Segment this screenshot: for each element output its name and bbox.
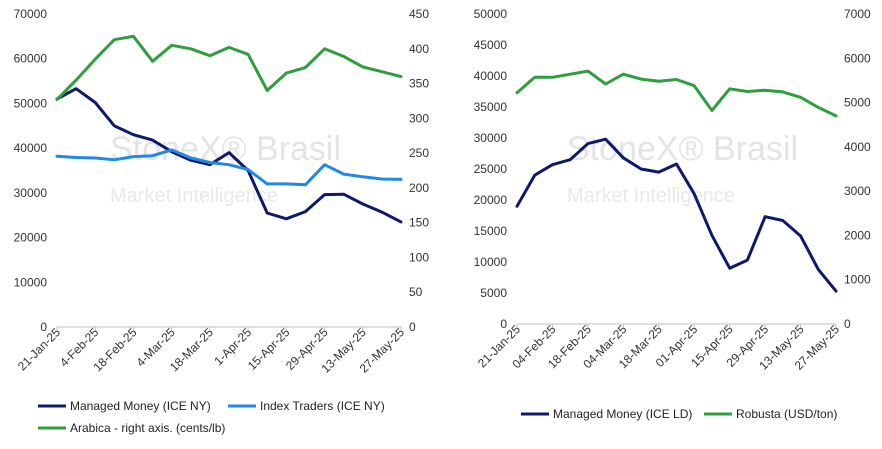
y-left-tick-label: 45000 bbox=[474, 38, 508, 52]
legend-item: Managed Money (ICE LD) bbox=[521, 407, 692, 421]
y-left-tick-label: 35000 bbox=[474, 100, 508, 114]
y-right-tick-label: 350 bbox=[409, 77, 429, 91]
y-left-tick-label: 0 bbox=[500, 317, 507, 331]
legend-label: Managed Money (ICE NY) bbox=[70, 399, 211, 413]
series-line-3 bbox=[55, 34, 403, 102]
y-left-tick-label: 50000 bbox=[14, 96, 48, 110]
y-right-tick-label: 150 bbox=[409, 216, 429, 230]
y-right-tick-label: 6000 bbox=[844, 51, 871, 65]
x-tick-label: 21-Jan-25 bbox=[15, 325, 63, 373]
legend-label: Managed Money (ICE LD) bbox=[553, 407, 692, 421]
legend-label: Arabica - right axis. (cents/lb) bbox=[70, 421, 225, 435]
y-right-tick-label: 7000 bbox=[844, 7, 871, 21]
series-line-2 bbox=[515, 69, 838, 118]
y-right-tick-label: 2000 bbox=[844, 228, 871, 242]
watermark-right: StoneX® Brasil Market Intelligence bbox=[567, 130, 798, 207]
y-left-tick-label: 40000 bbox=[14, 141, 48, 155]
y-left-tick-label: 5000 bbox=[480, 286, 507, 300]
y-left-tick-label: 50000 bbox=[474, 7, 508, 21]
y-left-tick-label: 25000 bbox=[474, 162, 508, 176]
y-right-tick-label: 100 bbox=[409, 250, 429, 264]
y-left-tick-label: 30000 bbox=[474, 131, 508, 145]
y-right-tick-label: 200 bbox=[409, 181, 429, 195]
y-right-tick-label: 0 bbox=[844, 317, 851, 331]
chart-ice-london: 0500010000150002000025000300003500040000… bbox=[474, 7, 871, 421]
y-right-tick-label: 5000 bbox=[844, 96, 871, 110]
y-left-tick-label: 20000 bbox=[474, 193, 508, 207]
chart-ice-ny: 0 10000 20000 30000 40000 50000 60000 70000 0 50 1… bbox=[14, 7, 430, 435]
y-right-tick-label: 450 bbox=[409, 7, 429, 21]
series-line-1 bbox=[515, 137, 838, 293]
legend-label: Index Traders (ICE NY) bbox=[260, 399, 385, 413]
watermark-tagline: Market Intelligence bbox=[110, 185, 278, 207]
y-left-tick-label: 70000 bbox=[14, 7, 48, 21]
y-right-tick-label: 1000 bbox=[844, 273, 871, 287]
watermark-brand: StoneX® Brasil bbox=[110, 130, 341, 168]
y-right-tick-label: 0 bbox=[409, 320, 416, 334]
legend-label: Robusta (USD/ton) bbox=[736, 407, 837, 421]
y-left-tick-label: 15000 bbox=[474, 224, 508, 238]
y-right-tick-label: 250 bbox=[409, 146, 429, 160]
y-right-tick-label: 3000 bbox=[844, 184, 871, 198]
series-line-2 bbox=[55, 148, 403, 187]
y-left-tick-label: 0 bbox=[40, 320, 47, 334]
y-right-tick-label: 50 bbox=[409, 285, 423, 299]
legend-item: Managed Money (ICE NY) bbox=[38, 399, 211, 413]
y-right-tick-label: 4000 bbox=[844, 140, 871, 154]
y-left-tick-label: 30000 bbox=[14, 186, 48, 200]
y-left-tick-label: 40000 bbox=[474, 69, 508, 83]
y-left-tick-label: 20000 bbox=[14, 231, 48, 245]
y-right-tick-label: 300 bbox=[409, 111, 429, 125]
legend-item: Robusta (USD/ton) bbox=[704, 407, 837, 421]
watermark-left: StoneX® Brasil Market Intelligence bbox=[110, 130, 341, 207]
legend-item: Arabica - right axis. (cents/lb) bbox=[38, 421, 225, 435]
y-left-tick-label: 10000 bbox=[14, 275, 48, 289]
series-line-1 bbox=[55, 87, 403, 224]
watermark-tagline: Market Intelligence bbox=[567, 185, 735, 207]
y-left-tick-label: 60000 bbox=[14, 52, 48, 66]
y-left-tick-label: 10000 bbox=[474, 255, 508, 269]
watermark-brand: StoneX® Brasil bbox=[567, 130, 798, 168]
legend-item: Index Traders (ICE NY) bbox=[228, 399, 385, 413]
y-right-tick-label: 400 bbox=[409, 42, 429, 56]
